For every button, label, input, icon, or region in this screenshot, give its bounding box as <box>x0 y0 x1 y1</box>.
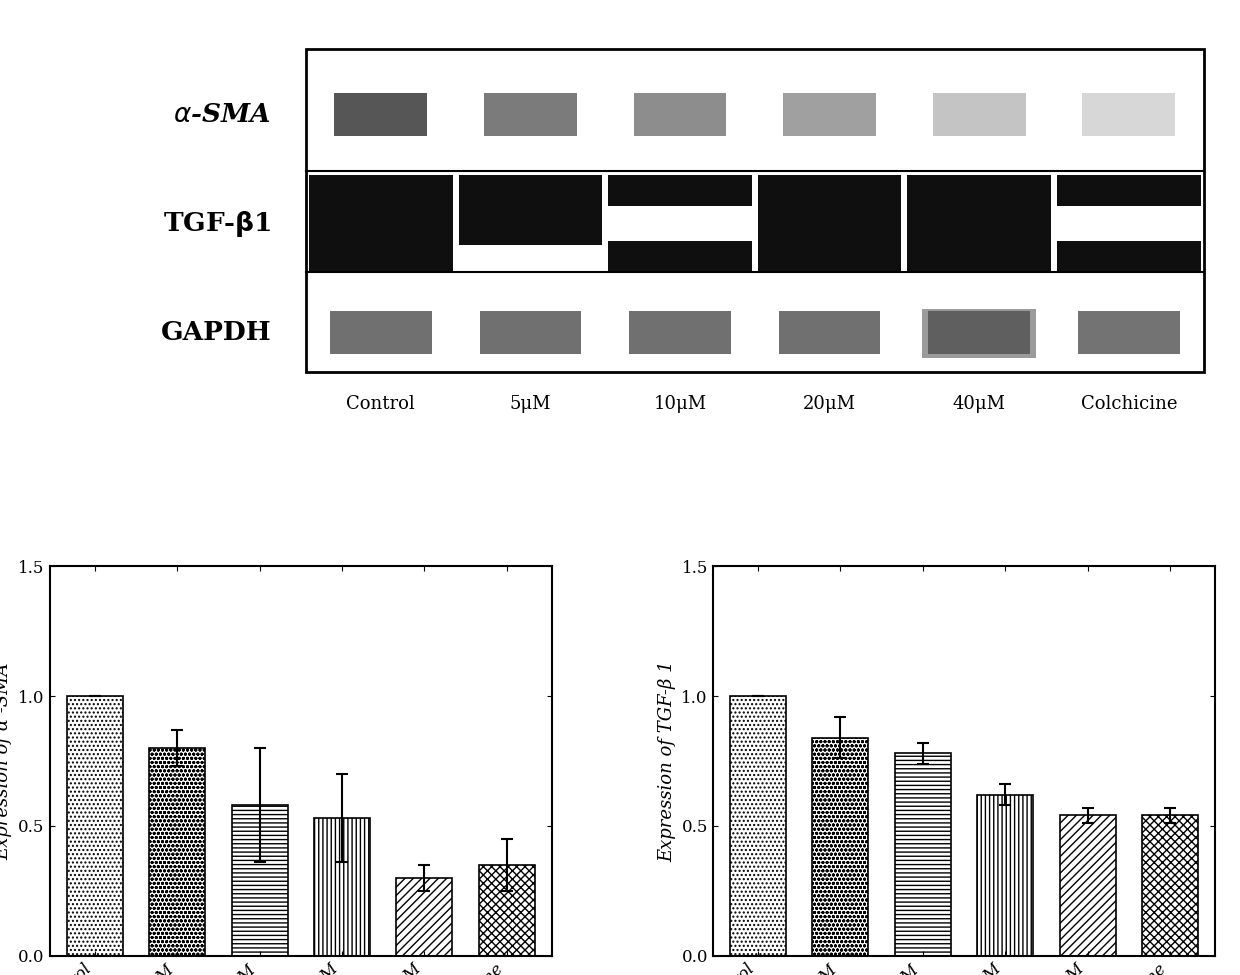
Bar <box>479 865 534 956</box>
Bar <box>1056 207 1200 242</box>
Bar <box>330 311 432 354</box>
Bar <box>480 311 582 354</box>
Text: 10μM: 10μM <box>653 395 707 413</box>
Bar <box>67 696 123 956</box>
Bar <box>232 805 288 956</box>
Bar <box>812 737 868 956</box>
Y-axis label: Expression of α -SMA: Expression of α -SMA <box>0 662 12 860</box>
Bar <box>459 176 603 272</box>
Bar <box>730 696 786 956</box>
Bar <box>306 49 1204 371</box>
Bar <box>1142 815 1198 956</box>
Bar <box>309 176 453 272</box>
Text: 5μM: 5μM <box>510 395 551 413</box>
Text: Colchicine: Colchicine <box>1080 395 1177 413</box>
Bar <box>932 94 1025 137</box>
Bar <box>335 94 428 137</box>
Text: $\alpha$-SMA: $\alpha$-SMA <box>174 102 272 128</box>
Bar <box>784 94 875 137</box>
Y-axis label: Expression of TGF-β 1: Expression of TGF-β 1 <box>658 660 676 862</box>
Bar <box>459 246 603 272</box>
Text: GAPDH: GAPDH <box>160 321 272 345</box>
Bar <box>397 878 453 956</box>
Bar <box>608 207 751 242</box>
Bar <box>1056 176 1200 272</box>
Bar <box>608 176 751 272</box>
Bar <box>1078 311 1179 354</box>
Bar <box>634 94 727 137</box>
Bar <box>314 818 370 956</box>
Bar <box>977 795 1033 956</box>
Bar <box>929 311 1030 354</box>
Text: TGF-$\mathbf{\beta}$1: TGF-$\mathbf{\beta}$1 <box>162 209 272 239</box>
Text: Control: Control <box>346 395 415 413</box>
Bar <box>484 94 577 137</box>
Bar <box>1083 94 1176 137</box>
Bar <box>758 176 901 272</box>
Text: 20μM: 20μM <box>804 395 856 413</box>
Bar <box>629 311 730 354</box>
Bar <box>908 176 1052 272</box>
Bar <box>1059 815 1116 956</box>
Bar <box>779 311 880 354</box>
Text: 40μM: 40μM <box>952 395 1006 413</box>
Bar <box>923 309 1035 358</box>
Bar <box>895 753 951 956</box>
Bar <box>149 748 206 956</box>
